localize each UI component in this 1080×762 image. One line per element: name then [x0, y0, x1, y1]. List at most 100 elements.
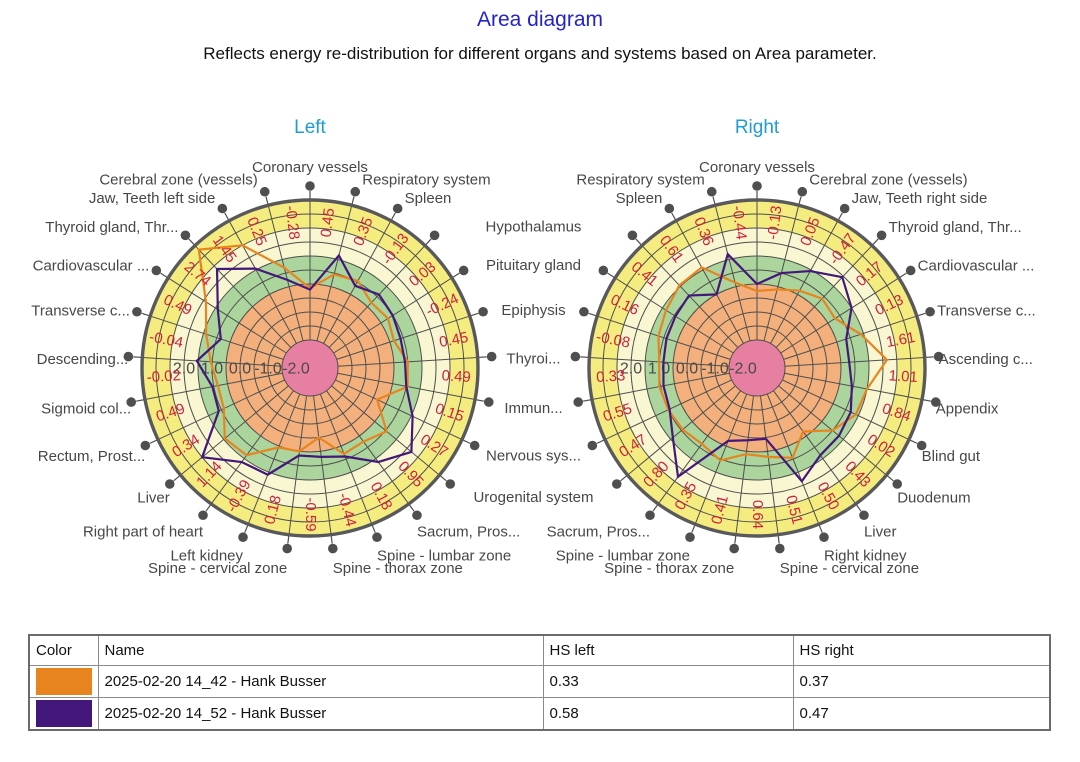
- chart-rim: [587, 198, 927, 538]
- spoke-dot: [350, 186, 361, 197]
- spoke-line: [335, 379, 463, 440]
- legend-hs-right-cell: 0.47: [792, 697, 1051, 731]
- spoke-line: [784, 356, 925, 367]
- right-area-chart: 2.0 1.0 0.0 -1.0 -2.0-0.440.360.610.410.16-0…: [547, 159, 1036, 577]
- spoke-dot: [645, 510, 655, 521]
- spoke-dot: [458, 265, 469, 276]
- spoke-line: [157, 379, 285, 440]
- legend-hs-left-cell: 0.58: [542, 697, 794, 731]
- spoke-dot: [132, 306, 142, 317]
- spoke-line: [770, 220, 839, 344]
- spoke-line: [336, 315, 470, 360]
- spoke-line: [194, 245, 292, 348]
- spoke-line: [210, 390, 294, 505]
- spoke-line: [657, 390, 741, 505]
- legend-header-color: Color: [28, 634, 99, 666]
- sector-value: -0.13: [764, 205, 785, 241]
- measurement-row[interactable]: 2025-02-20 14_42 - Hank Busser 0.33 0.37: [28, 665, 1051, 698]
- spoke-line: [627, 385, 736, 476]
- axis-tick-label: -1.0: [701, 361, 729, 378]
- spoke-dot: [238, 532, 248, 543]
- spoke-dot: [570, 351, 581, 362]
- spoke-dot: [372, 532, 382, 543]
- spoke-dot: [930, 397, 941, 407]
- right-chart-heading: Right: [734, 117, 780, 138]
- spoke-dot: [905, 265, 916, 276]
- organ-label: Thyroid gland, Thr...: [45, 219, 178, 236]
- spoke-dot: [598, 265, 609, 276]
- measurement-row[interactable]: 2025-02-20 14_52 - Hank Busser 0.58 0.47: [28, 697, 1051, 731]
- spoke-line: [142, 356, 283, 367]
- spoke-line: [319, 393, 373, 525]
- spoke-dot: [916, 440, 927, 451]
- spoke-dot: [151, 265, 162, 276]
- organ-label: Urogenital system: [473, 489, 593, 506]
- axis-tick-label: 0.0: [229, 361, 251, 378]
- sector-value: 0.18: [261, 494, 285, 527]
- spoke-dot: [478, 306, 488, 317]
- spoke-dot: [412, 510, 422, 521]
- organ-label: Spleen: [616, 190, 663, 207]
- spoke-dot: [123, 351, 134, 362]
- sector-value: -0.59: [302, 497, 319, 531]
- spoke-dot: [587, 440, 598, 451]
- spoke-line: [288, 395, 307, 535]
- organ-label: Rectum, Prost...: [38, 448, 146, 465]
- spoke-dot: [706, 186, 717, 197]
- sector-value: 1.61: [885, 329, 917, 351]
- spoke-dot: [876, 230, 887, 241]
- legend-header-name: Name: [97, 634, 544, 666]
- sector-value: 0.51: [782, 494, 806, 527]
- spoke-dot: [180, 230, 191, 241]
- spoke-dot: [282, 543, 292, 554]
- legend-hs-right-cell: 0.37: [792, 665, 1051, 698]
- spoke-line: [714, 205, 751, 342]
- spoke-dot: [217, 203, 228, 214]
- organ-label: Liver: [137, 490, 170, 507]
- sector-value: 1.01: [888, 367, 918, 386]
- spoke-dot: [611, 479, 622, 489]
- axis-tick-label: -2.0: [282, 361, 310, 378]
- spoke-dot: [685, 532, 695, 543]
- organ-label: Ascending c...: [939, 351, 1033, 368]
- organ-label: Cardiovascular ...: [918, 257, 1035, 274]
- organ-label: Sigmoid col...: [41, 401, 131, 418]
- series-polyline-orange: [197, 244, 409, 457]
- legend-swatch: [36, 700, 92, 727]
- organ-label: Cerebral zone (vessels): [99, 172, 257, 189]
- sector-value: -0.02: [146, 367, 181, 386]
- spoke-line: [591, 372, 730, 400]
- organ-label: Sacrum, Pros...: [547, 524, 650, 541]
- sector-value: 0.64: [749, 500, 766, 529]
- organ-label: Epiphysis: [501, 302, 565, 319]
- legend-header-row: Color Name HS left HS right: [28, 634, 1051, 666]
- left-area-chart: 2.0 1.0 0.0 -1.0 -2.0-0.28 0.45 0.35 -0.130.03-…: [31, 159, 593, 577]
- axis-tick-label: -1.0: [254, 361, 282, 378]
- organ-label: Thyroid gland, Thr...: [889, 219, 1022, 236]
- page-title: Area diagram: [476, 8, 604, 31]
- series-polyline-orange: [657, 266, 889, 462]
- spoke-line: [783, 315, 917, 360]
- spoke-dot: [140, 440, 151, 451]
- spoke-line: [597, 315, 731, 360]
- spoke-line: [228, 220, 297, 344]
- legend-color-cell: [28, 697, 99, 731]
- spoke-line: [144, 372, 283, 400]
- spoke-dot: [259, 186, 270, 197]
- spoke-line: [150, 315, 284, 360]
- legend-table: Color Name HS left HS right 2025-02-20 1…: [28, 634, 1051, 731]
- organ-label: Duodenum: [897, 490, 970, 507]
- organ-label: Transverse c...: [937, 302, 1036, 319]
- spoke-line: [775, 245, 873, 348]
- spoke-line: [267, 205, 304, 342]
- spoke-dot: [797, 186, 808, 197]
- spoke-line: [735, 395, 754, 535]
- organ-label: Spine - cervical zone: [780, 560, 919, 577]
- sector-value: -0.08: [595, 328, 632, 351]
- axis-tick-label: 2.0: [620, 361, 642, 378]
- spoke-dot: [839, 203, 850, 214]
- organ-label: Transverse c...: [31, 302, 130, 319]
- series-polyline-purple: [195, 253, 414, 476]
- organ-label: Jaw, Teeth left side: [89, 190, 215, 207]
- spoke-line: [167, 277, 287, 354]
